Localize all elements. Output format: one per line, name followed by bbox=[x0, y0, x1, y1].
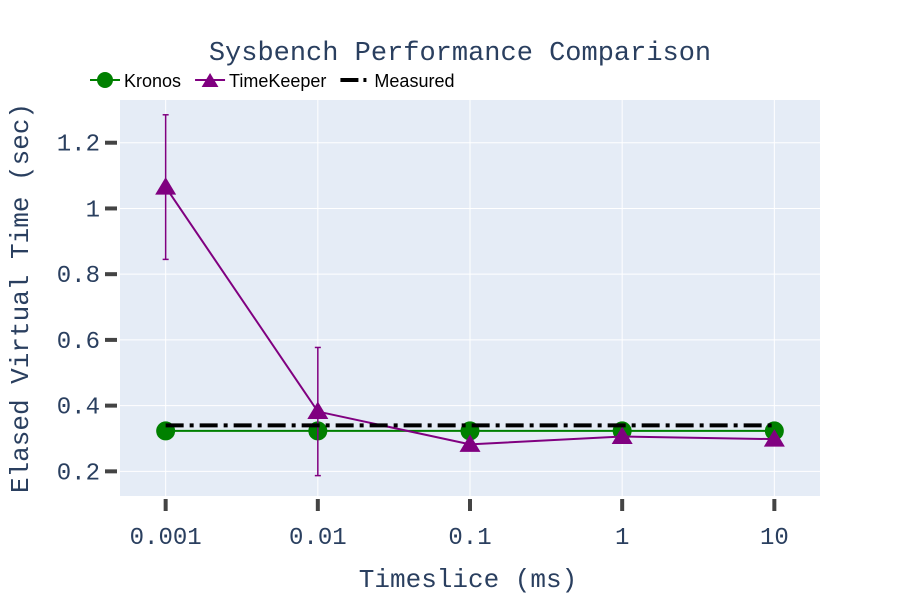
data-point[interactable] bbox=[307, 401, 329, 420]
axes: 0.001 0.01 0.1 1 10 0.2 0.4 0.6 0.8 1 1.2 bbox=[57, 132, 789, 552]
y-tick-label: 1 bbox=[86, 197, 100, 224]
x-tick-label: 0.001 bbox=[130, 525, 202, 552]
data-point[interactable] bbox=[763, 429, 785, 447]
x-tick-label: 1 bbox=[615, 525, 629, 552]
legend[interactable]: Kronos TimeKeeper Measured bbox=[90, 71, 454, 91]
legend-swatch-marker bbox=[201, 73, 219, 87]
y-axis-label: Elased Virtual Time (sec) bbox=[6, 103, 36, 493]
y-tick-label: 1.2 bbox=[57, 132, 100, 159]
chart-title: Sysbench Performance Comparison bbox=[209, 39, 711, 69]
series-layer bbox=[155, 114, 785, 477]
x-tick-label: 0.1 bbox=[448, 525, 491, 552]
legend-label: Kronos bbox=[124, 71, 181, 91]
x-axis-label: Timeslice (ms) bbox=[359, 565, 577, 595]
legend-item-measured[interactable]: Measured bbox=[340, 71, 454, 91]
legend-swatch-marker bbox=[97, 72, 113, 88]
x-tick-label: 0.01 bbox=[289, 525, 347, 552]
x-tick-label: 10 bbox=[760, 525, 789, 552]
grid-lines bbox=[120, 100, 820, 496]
data-point[interactable] bbox=[459, 434, 481, 452]
y-tick-label: 0.6 bbox=[57, 329, 100, 356]
y-tick-label: 0.4 bbox=[57, 395, 100, 422]
data-point[interactable] bbox=[155, 177, 177, 195]
y-tick-label: 0.2 bbox=[57, 460, 100, 487]
legend-item-timekeeper[interactable]: TimeKeeper bbox=[195, 71, 326, 91]
legend-item-kronos[interactable]: Kronos bbox=[90, 71, 181, 91]
series-timekeeper bbox=[155, 114, 785, 477]
legend-label: Measured bbox=[374, 71, 454, 91]
y-tick-label: 0.8 bbox=[57, 263, 100, 290]
legend-label: TimeKeeper bbox=[229, 71, 326, 91]
data-point[interactable] bbox=[611, 426, 633, 445]
